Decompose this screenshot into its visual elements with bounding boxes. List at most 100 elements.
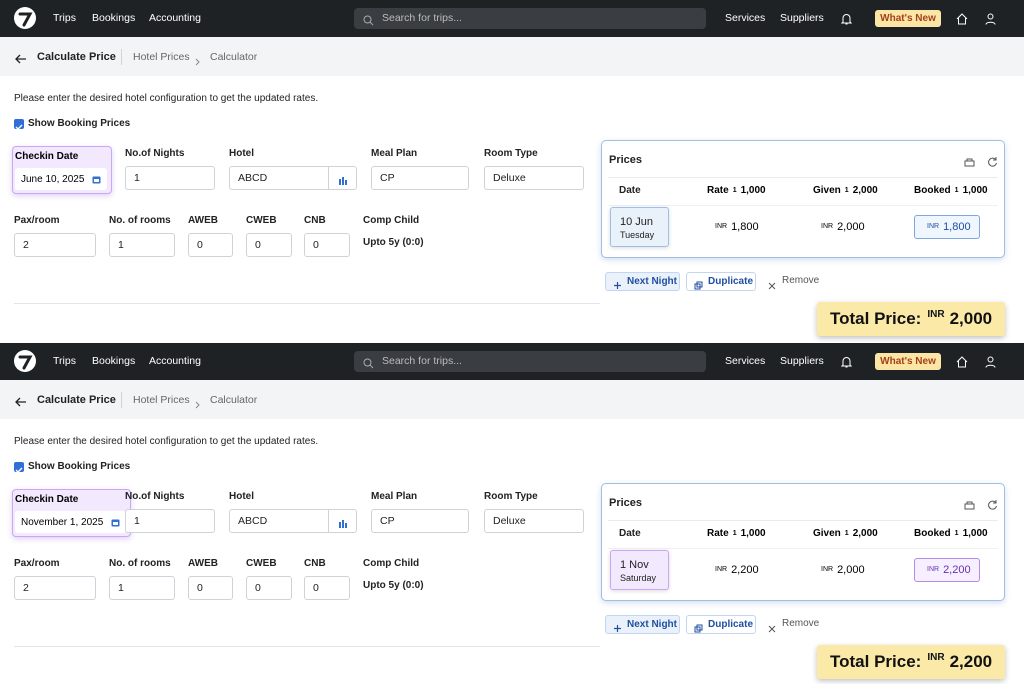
home-icon[interactable] bbox=[956, 12, 968, 30]
input-value: 0 bbox=[197, 239, 203, 251]
home-icon[interactable] bbox=[956, 355, 968, 373]
input-box[interactable]: ABCD bbox=[229, 509, 357, 533]
field-label: Comp Child bbox=[363, 215, 420, 226]
refresh-icon[interactable] bbox=[987, 497, 998, 515]
button-label: Next Night bbox=[627, 276, 677, 287]
date-cell: 1 Nov Saturday bbox=[610, 550, 669, 590]
input-box[interactable]: Deluxe bbox=[484, 166, 584, 190]
input-box[interactable]: 0 bbox=[304, 233, 350, 257]
search-box[interactable]: Search for trips... bbox=[354, 8, 706, 29]
input-box[interactable]: 0 bbox=[304, 576, 350, 600]
nav-link[interactable]: Bookings bbox=[92, 12, 136, 24]
input-box[interactable]: 0 bbox=[188, 233, 233, 257]
field-label: Pax/room bbox=[14, 215, 60, 226]
total-currency: INR bbox=[927, 309, 945, 320]
input-value: 1 bbox=[134, 172, 140, 184]
input-box[interactable]: 0 bbox=[188, 576, 233, 600]
header-amount: 1,000 bbox=[740, 185, 766, 196]
header-sup: 1 bbox=[732, 187, 737, 194]
logo[interactable] bbox=[14, 7, 36, 34]
bell-icon[interactable] bbox=[840, 355, 853, 373]
total-price: Total Price: INR 2,000 bbox=[817, 302, 1005, 336]
input-value: 1 bbox=[118, 582, 124, 594]
breadcrumb-link[interactable]: Hotel Prices bbox=[133, 51, 190, 63]
next-night-button[interactable]: Next Night bbox=[605, 272, 680, 291]
date-value: November 1, 2025 bbox=[21, 516, 104, 528]
breadcrumb-link[interactable]: Hotel Prices bbox=[133, 394, 190, 406]
refresh-icon[interactable] bbox=[987, 154, 998, 172]
remove-button[interactable]: Remove bbox=[762, 272, 822, 291]
nav-link[interactable]: Trips bbox=[53, 355, 76, 367]
input-box[interactable]: ABCD bbox=[229, 166, 357, 190]
whats-new-button[interactable]: What's New bbox=[875, 10, 941, 27]
input-value: 2 bbox=[23, 582, 29, 594]
remove-button[interactable]: Remove bbox=[762, 615, 822, 634]
nav-link[interactable]: Services bbox=[725, 355, 766, 367]
input-box[interactable]: 1 bbox=[125, 509, 215, 533]
back-arrow[interactable] bbox=[15, 394, 27, 412]
header-label: Given bbox=[813, 528, 841, 539]
total-label: Total Price: bbox=[830, 652, 922, 671]
nav-link[interactable]: Accounting bbox=[149, 355, 201, 367]
nav-link[interactable]: Bookings bbox=[92, 355, 136, 367]
button-label: Next Night bbox=[627, 619, 677, 630]
hotel-button[interactable] bbox=[328, 167, 357, 189]
button-icon bbox=[768, 277, 776, 295]
input-box[interactable]: Deluxe bbox=[484, 509, 584, 533]
input-box[interactable]: 1 bbox=[109, 576, 175, 600]
nav-link[interactable]: Suppliers bbox=[780, 12, 824, 24]
column-header: Rate 1 1,000 bbox=[707, 184, 766, 198]
date-input[interactable]: June 10, 2025 bbox=[15, 168, 108, 190]
nav-link[interactable]: Trips bbox=[53, 12, 76, 24]
currency: INR bbox=[715, 566, 728, 573]
currency: INR bbox=[715, 223, 728, 230]
input-box[interactable]: 0 bbox=[246, 576, 292, 600]
divider bbox=[121, 49, 122, 65]
input-value: CP bbox=[380, 172, 395, 184]
hotel-button[interactable] bbox=[328, 510, 357, 532]
print-icon[interactable] bbox=[964, 155, 975, 173]
header-amount: 2,000 bbox=[852, 528, 878, 539]
back-arrow[interactable] bbox=[15, 51, 27, 69]
input-box[interactable]: 2 bbox=[14, 233, 96, 257]
input-value: 0 bbox=[197, 582, 203, 594]
button-icon bbox=[768, 620, 776, 638]
input-box[interactable]: CP bbox=[371, 509, 469, 533]
user-icon[interactable] bbox=[985, 355, 996, 373]
booked-input[interactable]: INR 2,200 bbox=[914, 558, 980, 582]
button-icon bbox=[613, 620, 622, 638]
column-header: Booked 1 1,000 bbox=[914, 184, 988, 198]
print-icon[interactable] bbox=[964, 498, 975, 516]
search-icon bbox=[363, 356, 374, 374]
input-box[interactable]: 0 bbox=[246, 233, 292, 257]
checkbox[interactable] bbox=[14, 119, 24, 130]
currency: INR bbox=[821, 566, 834, 573]
search-box[interactable]: Search for trips... bbox=[354, 351, 706, 372]
checkbox[interactable] bbox=[14, 462, 24, 473]
nav-link[interactable]: Services bbox=[725, 12, 766, 24]
nav-link[interactable]: Accounting bbox=[149, 12, 201, 24]
date-input[interactable]: November 1, 2025 bbox=[15, 511, 127, 533]
user-icon[interactable] bbox=[985, 12, 996, 30]
logo[interactable] bbox=[14, 350, 36, 377]
whats-new-button[interactable]: What's New bbox=[875, 353, 941, 370]
booked-input[interactable]: INR 1,800 bbox=[914, 215, 980, 239]
currency: INR bbox=[821, 223, 834, 230]
duplicate-button[interactable]: Duplicate bbox=[686, 272, 756, 291]
input-box[interactable]: 1 bbox=[125, 166, 215, 190]
amount: INR 1,800 bbox=[715, 220, 759, 234]
header-sup: 1 bbox=[954, 187, 959, 194]
input-box[interactable]: 1 bbox=[109, 233, 175, 257]
field-label: CNB bbox=[304, 215, 326, 226]
duplicate-button[interactable]: Duplicate bbox=[686, 615, 756, 634]
input-box[interactable]: CP bbox=[371, 166, 469, 190]
input-box[interactable]: 2 bbox=[14, 576, 96, 600]
amount-value: 2,000 bbox=[837, 564, 865, 576]
nav-link[interactable]: Suppliers bbox=[780, 355, 824, 367]
input-value: Deluxe bbox=[493, 515, 526, 527]
checkin-field: Checkin Date June 10, 2025 bbox=[12, 146, 113, 194]
input-value: 0 bbox=[255, 582, 261, 594]
header-label: Given bbox=[813, 185, 841, 196]
bell-icon[interactable] bbox=[840, 12, 853, 30]
next-night-button[interactable]: Next Night bbox=[605, 615, 680, 634]
